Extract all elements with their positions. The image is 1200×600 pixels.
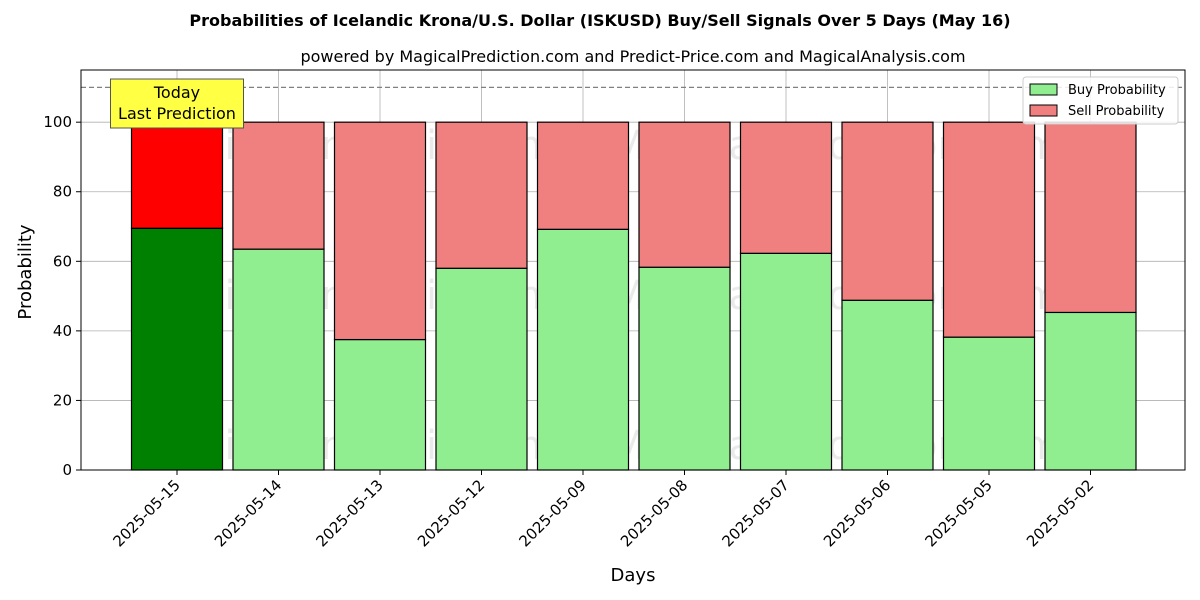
chart-title: Probabilities of Icelandic Krona/U.S. Do… — [189, 11, 1010, 30]
sell-bar — [333, 121, 427, 341]
sell-bar — [435, 121, 528, 269]
legend: Buy Probability Sell Probability — [1022, 76, 1179, 125]
legend-box — [1022, 76, 1179, 125]
sell-bar — [638, 121, 731, 268]
today-annotation: Today Last Prediction — [110, 78, 244, 129]
sell-bar — [942, 121, 1036, 338]
y-tick-label: 0 — [62, 461, 72, 479]
buy-bar — [942, 336, 1036, 471]
buy-bar — [1044, 311, 1137, 471]
sell-bar — [841, 121, 934, 301]
y-tick-label: 60 — [53, 252, 72, 270]
y-tick-label: 40 — [53, 322, 72, 340]
sell-bar — [536, 121, 630, 230]
buy-bar — [638, 266, 731, 471]
sell-bar — [232, 121, 325, 250]
x-axis-label: Days — [611, 565, 656, 586]
buy-bar — [130, 227, 224, 471]
legend-label: Sell Probability — [1068, 104, 1165, 119]
buy-bar — [232, 248, 325, 471]
annotation-text: Today — [153, 83, 200, 102]
sell-bar — [130, 121, 224, 229]
buy-bar — [333, 338, 427, 471]
y-tick-label: 100 — [43, 113, 72, 131]
sell-bar — [1044, 121, 1137, 314]
annotation-text: Last Prediction — [118, 104, 236, 123]
y-tick-label: 80 — [53, 183, 72, 201]
buy-bar — [739, 252, 833, 471]
buy-bar — [536, 228, 630, 471]
legend-label: Buy Probability — [1068, 83, 1166, 98]
plot-frame — [80, 69, 1186, 471]
y-tick-labels: 0 20 40 60 80 100 — [43, 113, 81, 479]
y-axis-label: Probability — [15, 224, 36, 319]
bars — [130, 121, 1137, 471]
annotation-box — [110, 78, 244, 129]
y-tick-label: 20 — [53, 391, 72, 409]
chart-subtitle: powered by MagicalPrediction.com and Pre… — [300, 47, 965, 66]
sell-bar — [739, 121, 833, 254]
axes — [80, 69, 1186, 471]
legend-swatch — [1029, 83, 1058, 96]
legend-swatch — [1029, 104, 1058, 117]
buy-bar — [841, 299, 934, 471]
buy-bar — [435, 267, 528, 471]
